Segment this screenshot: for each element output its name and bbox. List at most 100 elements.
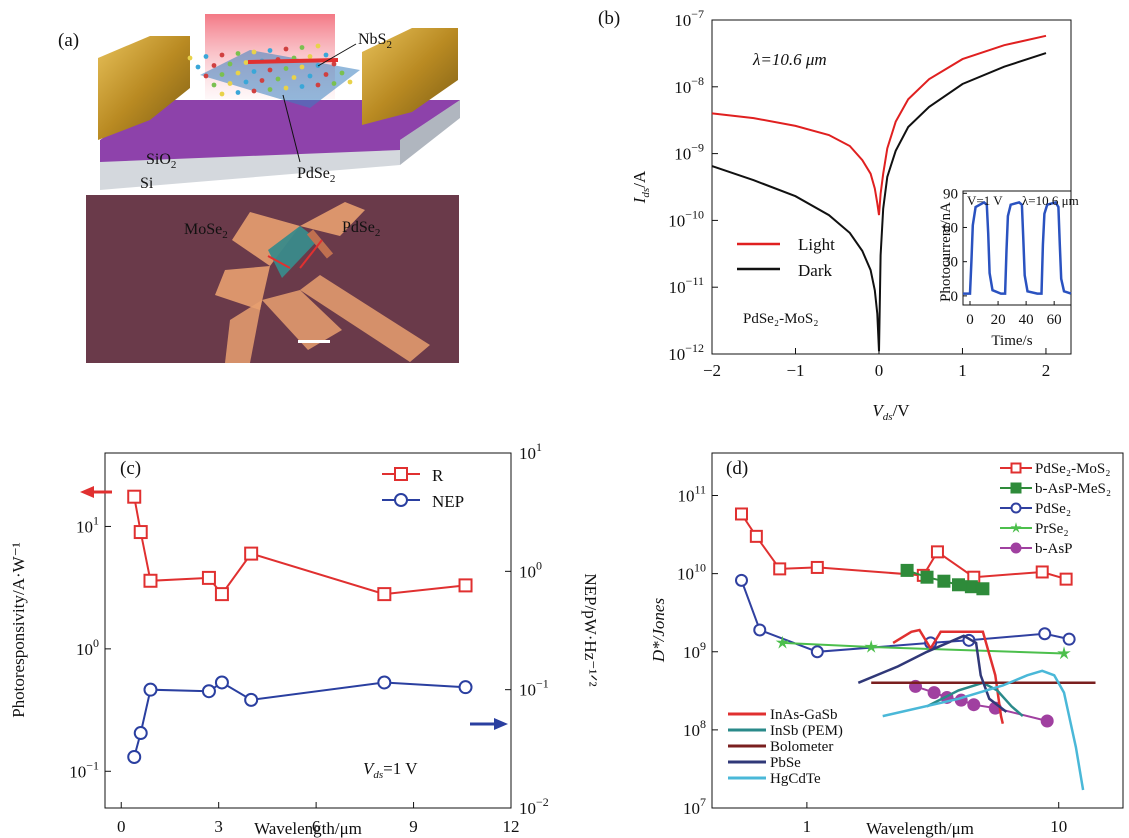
- atom: [275, 76, 281, 82]
- legend-pbse-label: PbSe: [770, 755, 801, 771]
- y-tick-label: 107: [683, 795, 706, 818]
- legend-dark-label: Dark: [798, 261, 832, 280]
- x-tick-label: 0: [875, 361, 884, 380]
- inset-annotation-v: V=1 V: [967, 193, 1003, 208]
- y-tick-label: 10−11: [669, 274, 704, 297]
- series-prse-point: [864, 639, 878, 653]
- atom: [299, 64, 305, 70]
- panel-d: (d) 1 10 1011 1010 109 108 107 PdSe₂-MoS₂ b-AsP…: [649, 452, 1124, 838]
- inset-ylabel: Photocurrent/nA: [938, 202, 954, 302]
- label-mose2: MoSe2: [184, 221, 228, 241]
- series-pdse-mos-point: [930, 545, 944, 559]
- legend-nep-label: NEP: [432, 492, 464, 511]
- panel-c-series: [127, 489, 473, 764]
- panel-a: (a): [58, 14, 460, 363]
- si-substrate-side: [400, 100, 460, 165]
- atom: [235, 90, 241, 95]
- atom: [251, 88, 257, 94]
- label-nbs2: NbS2: [358, 31, 392, 51]
- inset-photocurrent-line: [963, 200, 1072, 295]
- y-tick-label: 10−9: [674, 141, 704, 164]
- inset-axes: 0 20 40 60 0 30 60 90: [943, 186, 1072, 328]
- atom: [211, 63, 217, 68]
- series-nep-point: [244, 692, 259, 707]
- annotation-pdse2-mos2: PdSe₂-MoS₂: [743, 311, 818, 327]
- series-pdse-point: [1062, 632, 1076, 646]
- panel-b: (b) −2 −1 0 1 2 10−7 10−8 10−9 10−10 10−11 10−12 λ…: [598, 7, 1079, 423]
- series-nep-point: [127, 749, 142, 764]
- series-r-point: [143, 573, 158, 588]
- series-pdse-point: [734, 573, 748, 587]
- arrow-left-axis: [80, 486, 94, 498]
- series-r-point: [458, 578, 473, 593]
- legend-insb-pem-label: InSb (PEM): [770, 723, 843, 739]
- legend-b-asp-marker: [1010, 542, 1022, 554]
- legend-pdse-mos-label: PdSe₂-MoS₂: [1035, 461, 1110, 477]
- inset-frame: [962, 190, 1072, 306]
- panel-d-series: [734, 507, 1096, 791]
- series-nep-line: [133, 681, 466, 758]
- panel-b-inset: 0 20 40 60 0 30 60 90 V=1 V λ=10.6 μm Time/s Ph…: [938, 186, 1079, 349]
- legend-r-label: R: [432, 466, 444, 485]
- atom: [283, 46, 289, 52]
- legend-b-asp-label: b-AsP: [1035, 541, 1073, 557]
- atom: [219, 72, 225, 77]
- atom: [251, 69, 257, 74]
- atom: [315, 82, 321, 88]
- panel-b-xlabel: Vds/V: [872, 401, 910, 423]
- inset-x-tick-label: 40: [1019, 312, 1034, 328]
- series-b-asp-point: [967, 698, 981, 712]
- inset-x-tick-label: 60: [1047, 312, 1062, 328]
- series-pdse-mos-point: [810, 560, 824, 574]
- panel-c-xlabel: Wavelength/μm: [254, 819, 362, 838]
- atom: [347, 79, 353, 85]
- atom: [323, 52, 329, 58]
- atom: [283, 66, 289, 71]
- legend-inas-gasb-label: InAs-GaSb: [770, 707, 838, 723]
- annotation-lambda: λ=10.6 μm: [752, 50, 827, 69]
- series-nep-point: [458, 680, 473, 695]
- inset-y-tick-label: 60: [943, 220, 958, 236]
- x-tick-label: 10: [1050, 817, 1067, 836]
- atom: [235, 51, 241, 56]
- y-tick-label-right: 100: [519, 558, 542, 581]
- atom: [299, 84, 305, 89]
- series-prse-point: [1057, 646, 1071, 660]
- legend-hgcdte-label: HgCdTe: [770, 771, 821, 787]
- panel-c-frame: [104, 452, 512, 809]
- series-b-asp-mes-point: [976, 582, 990, 596]
- x-tick-label: 9: [409, 817, 418, 836]
- atom: [267, 48, 273, 53]
- series-b-asp-mes-point: [951, 578, 965, 592]
- panel-d-label: (d): [726, 458, 748, 479]
- atom: [331, 81, 337, 86]
- panel-b-ylabel: Ids/A: [630, 170, 652, 204]
- y-tick-label: 10−8: [674, 74, 704, 97]
- inset-x-tick-label: 20: [991, 312, 1006, 328]
- series-pdse-point: [753, 623, 767, 637]
- atom: [315, 43, 321, 49]
- y-tick-label-left: 10−1: [69, 758, 99, 781]
- panel-d-legend-markers: PdSe₂-MoS₂ b-AsP-MeS₂ PdSe₂ PrSe₂ b-AsP: [1000, 461, 1111, 557]
- y-tick-label: 10−12: [668, 341, 704, 364]
- y-tick-label-right: 101: [519, 440, 542, 463]
- atom: [251, 49, 257, 55]
- panel-d-frame: [711, 452, 1124, 809]
- series-b-asp-mes-point: [920, 570, 934, 584]
- legend-pdse-label: PdSe₂: [1035, 501, 1071, 517]
- label-pdse2-micrograph: PdSe2: [342, 219, 380, 239]
- atom: [219, 52, 225, 58]
- series-b-asp-mes-point: [900, 563, 914, 577]
- atom: [299, 45, 305, 50]
- panel-b-series: [711, 34, 1047, 352]
- x-tick-label: 0: [117, 817, 126, 836]
- atom: [195, 64, 201, 70]
- series-b-asp-mes-point: [964, 580, 978, 594]
- atom: [291, 75, 297, 80]
- panel-b-axes: −2 −1 0 1 2 10−7 10−8 10−9 10−10 10−11 10−12: [668, 7, 1050, 380]
- series-r-line: [133, 496, 466, 596]
- inset-y-tick-label: 30: [943, 255, 958, 271]
- series-nep-point: [377, 675, 392, 690]
